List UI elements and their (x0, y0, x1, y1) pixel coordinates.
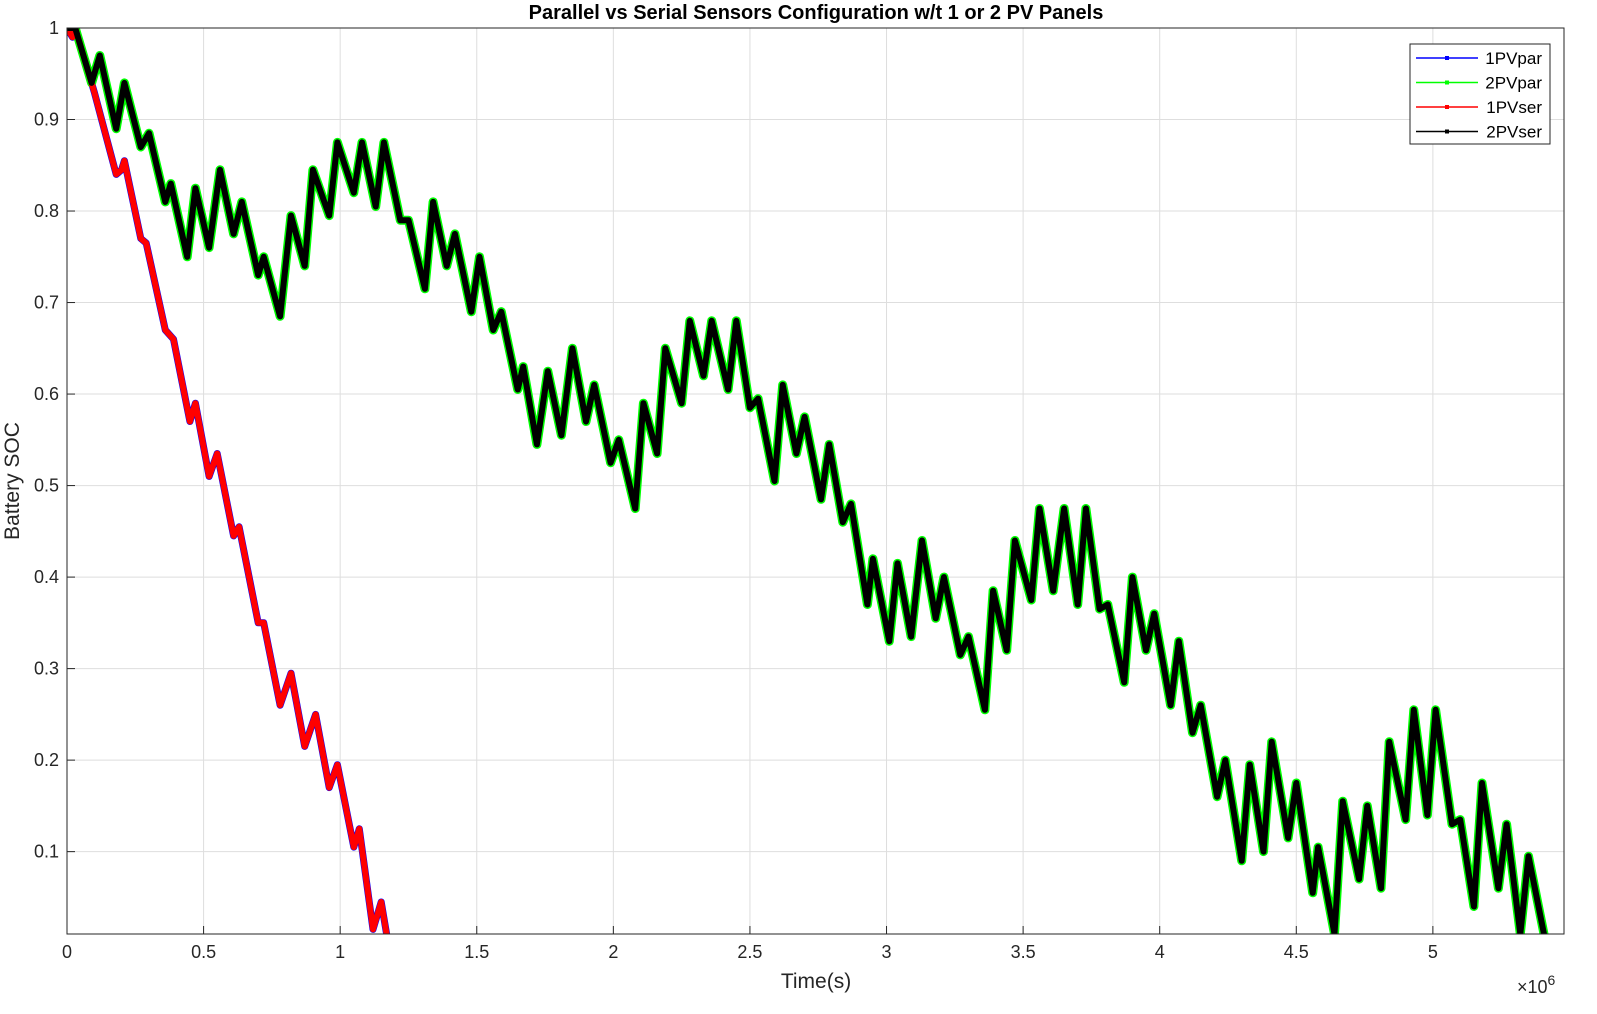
legend-label-1PVser: 1PVser (1486, 98, 1542, 117)
x-tick-label: 4 (1155, 942, 1165, 962)
axes-box (66, 27, 1565, 935)
y-tick-label: 0.9 (34, 110, 59, 130)
legend-marker-1PVpar (1445, 56, 1449, 60)
chart-title: Parallel vs Serial Sensors Configuration… (529, 2, 1104, 24)
legend-marker-2PVser (1445, 129, 1449, 134)
x-tick-label: 4.5 (1284, 942, 1309, 962)
plot-area: 0 0.5 1 1.5 2 2.5 3 3.5 4 4.5 5 0.1 0.2 0.3 0.4 0.5 0.6 0… (34, 18, 1565, 962)
y-tick-label: 1 (49, 18, 59, 38)
axis-ticks: 0 0.5 1 1.5 2 2.5 3 3.5 4 4.5 5 0.1 0.2 0.3 0.4 0.5 0.6 0… (34, 18, 1438, 962)
y-axis-label: Battery SOC (1, 422, 24, 540)
legend-marker-1PVser (1445, 105, 1449, 109)
x-tick-label: 0.5 (191, 942, 216, 962)
y-tick-label: 0.6 (34, 384, 59, 404)
x-tick-label: 1.5 (464, 942, 489, 962)
x-axis-label: Time(s) (781, 970, 851, 993)
legend-label-1PVpar: 1PVpar (1485, 49, 1542, 68)
y-tick-label: 0.7 (34, 293, 59, 313)
x-axis-exponent: ×106 (1517, 972, 1556, 997)
legend-marker-2PVpar (1445, 80, 1449, 85)
legend-label-2PVser: 2PVser (1486, 123, 1542, 142)
y-tick-label: 0.5 (34, 476, 59, 496)
legend-box (1409, 43, 1551, 145)
y-tick-label: 0.1 (34, 842, 59, 862)
x-tick-label: 2.5 (737, 942, 762, 962)
y-tick-label: 0.2 (34, 750, 59, 770)
y-tick-label: 0.8 (34, 201, 59, 221)
x-tick-label: 3 (882, 942, 892, 962)
y-tick-label: 0.3 (34, 659, 59, 679)
x-tick-label: 5 (1428, 942, 1438, 962)
x-axis-exponent-base: ×10 (1517, 977, 1548, 997)
series-line-2PVser (67, 28, 1548, 934)
x-tick-label: 3.5 (1011, 942, 1036, 962)
x-tick-label: 0 (62, 942, 72, 962)
legend: 1PVpar 2PVpar 1PVser 2PVser (1409, 43, 1551, 145)
series-line-1PVser (67, 28, 390, 934)
x-axis-exponent-power: 6 (1548, 972, 1556, 988)
series-lines (67, 28, 1549, 934)
x-tick-label: 2 (608, 942, 618, 962)
y-tick-label: 0.4 (34, 567, 59, 587)
legend-label-2PVpar: 2PVpar (1485, 74, 1542, 93)
x-tick-label: 1 (335, 942, 345, 962)
